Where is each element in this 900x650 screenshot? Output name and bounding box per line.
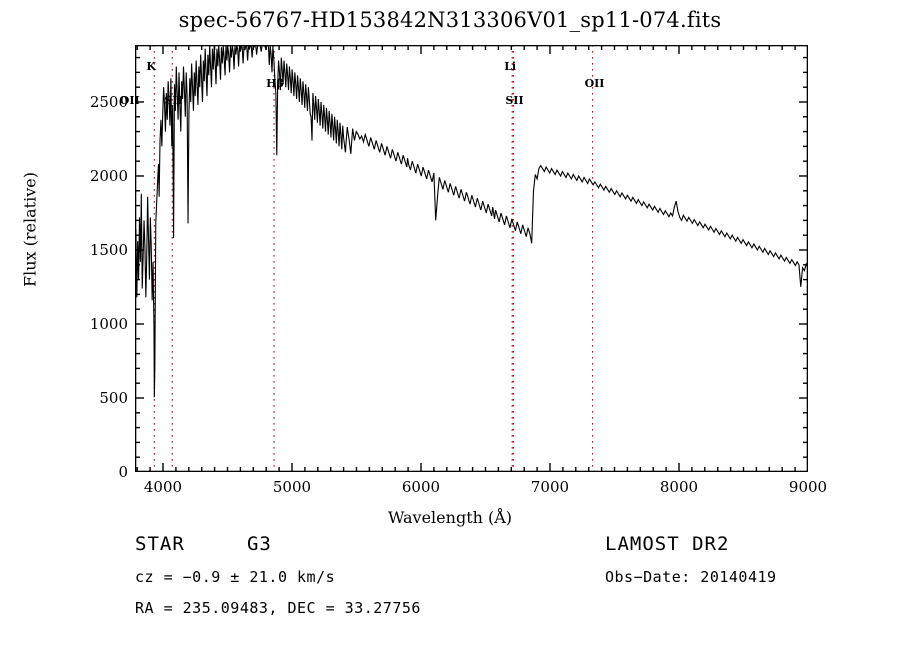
spectral-line-label: SII [164,94,183,108]
y-tick-label: 0 [118,463,128,481]
y-tick-label: 2000 [89,166,128,185]
y-tick-label: 500 [99,388,128,407]
x-tick-label: 4000 [143,478,183,496]
spectral-line-label: SII [505,94,524,108]
y-tick-label: 2500 [89,92,128,111]
x-tick-label: 6000 [401,478,441,496]
footer-left-column: STAR G3 cz = −0.9 ± 21.0 km/s RA = 235.0… [135,533,421,617]
spectral-class: G3 [246,533,272,555]
y-tick-label: 1500 [89,240,128,259]
spectral-line-label: Li [504,59,517,73]
x-tick-label: 5000 [272,478,312,496]
spectral-line-label: OII [584,77,605,91]
spectral-line-label: Hβ [266,77,284,91]
x-tick-label: 7000 [530,478,570,496]
y-tick-label: 1000 [89,314,128,333]
observation-date: Obs−Date: 20140419 [605,568,777,586]
x-tick-label: 9000 [788,478,828,496]
sky-coordinates: RA = 235.09483, DEC = 33.27756 [135,599,421,617]
survey-name: LAMOST DR2 [605,533,730,555]
spectral-line-label: OII [119,94,140,108]
redshift-velocity: cz = −0.9 ± 21.0 km/s [135,568,336,586]
object-type: STAR [135,533,185,555]
x-axis-label: Wavelength (Å) [387,508,513,527]
spectrum-svg [135,45,808,472]
spectrum-plot [135,45,808,472]
y-axis-label: Flux (relative) [20,172,40,287]
object-classification: STAR G3 [135,533,421,555]
x-tick-label: 8000 [659,478,699,496]
y-axis-ticks: 2500 2000 1500 1000 500 0 [60,45,128,481]
footer-right-column: LAMOST DR2 Obs−Date: 20140419 [605,533,777,586]
page-title: spec-56767-HD153842N313306V01_sp11-074.f… [178,8,722,32]
spectral-line-label: K [146,59,156,73]
footer-metadata: STAR G3 cz = −0.9 ± 21.0 km/s RA = 235.0… [0,533,900,643]
